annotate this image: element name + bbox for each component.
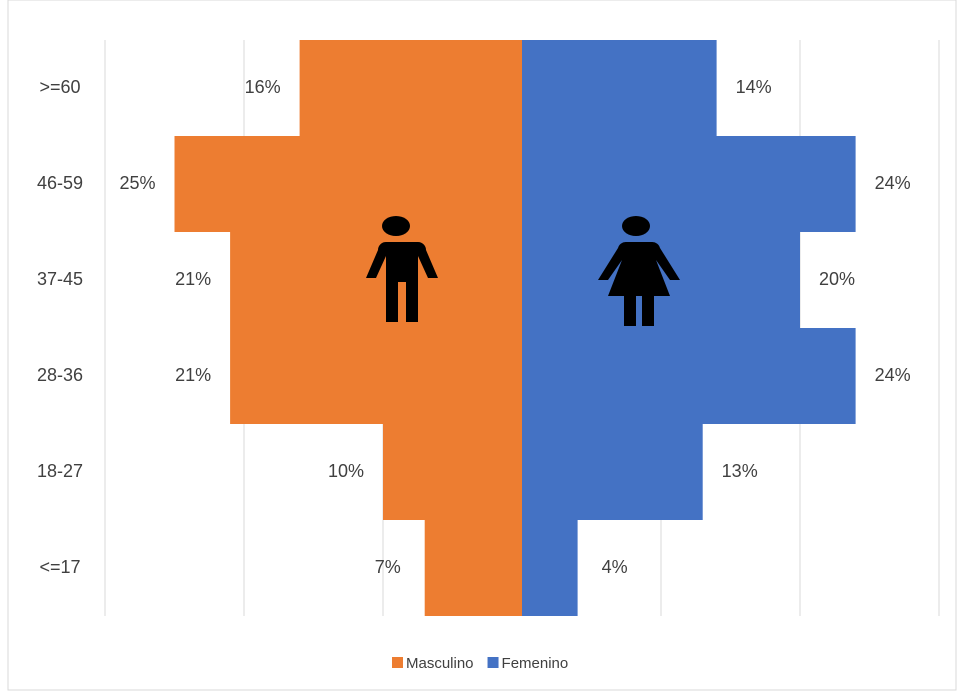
bar: [299, 40, 522, 136]
male-icon: [366, 216, 438, 322]
bar: [230, 328, 522, 424]
category-label: 18-27: [37, 461, 83, 481]
bar: [522, 424, 703, 520]
data-label: 7%: [375, 557, 401, 577]
data-label: 13%: [722, 461, 758, 481]
legend-swatch: [487, 657, 499, 668]
legend-label: Masculino: [406, 655, 474, 672]
bar: [522, 328, 856, 424]
data-label: 4%: [602, 557, 628, 577]
legend-label: Femenino: [502, 655, 569, 672]
data-label: 21%: [175, 269, 211, 289]
category-label: <=17: [39, 557, 80, 577]
bar: [383, 424, 522, 520]
category-label: 37-45: [37, 269, 83, 289]
data-label: 25%: [119, 173, 155, 193]
data-label: 14%: [736, 77, 772, 97]
category-label: 28-36: [37, 365, 83, 385]
bar: [174, 136, 522, 232]
legend: Masculino Femenino: [392, 655, 568, 672]
bar: [230, 232, 522, 328]
data-label: 10%: [328, 461, 364, 481]
plot: >=60 46-59 37-45 28-36 18-27 <=17 16% 25% 21% 21%…: [37, 40, 940, 616]
bar: [424, 520, 522, 616]
bar: [522, 136, 856, 232]
data-label: 16%: [245, 77, 281, 97]
category-label: >=60: [39, 77, 80, 97]
data-label: 21%: [175, 365, 211, 385]
data-label: 24%: [875, 365, 911, 385]
data-label: 24%: [875, 173, 911, 193]
female-icon: [598, 216, 680, 326]
data-label: 20%: [819, 269, 855, 289]
bar: [522, 40, 717, 136]
category-label: 46-59: [37, 173, 83, 193]
legend-swatch: [392, 657, 403, 668]
bar: [522, 520, 578, 616]
